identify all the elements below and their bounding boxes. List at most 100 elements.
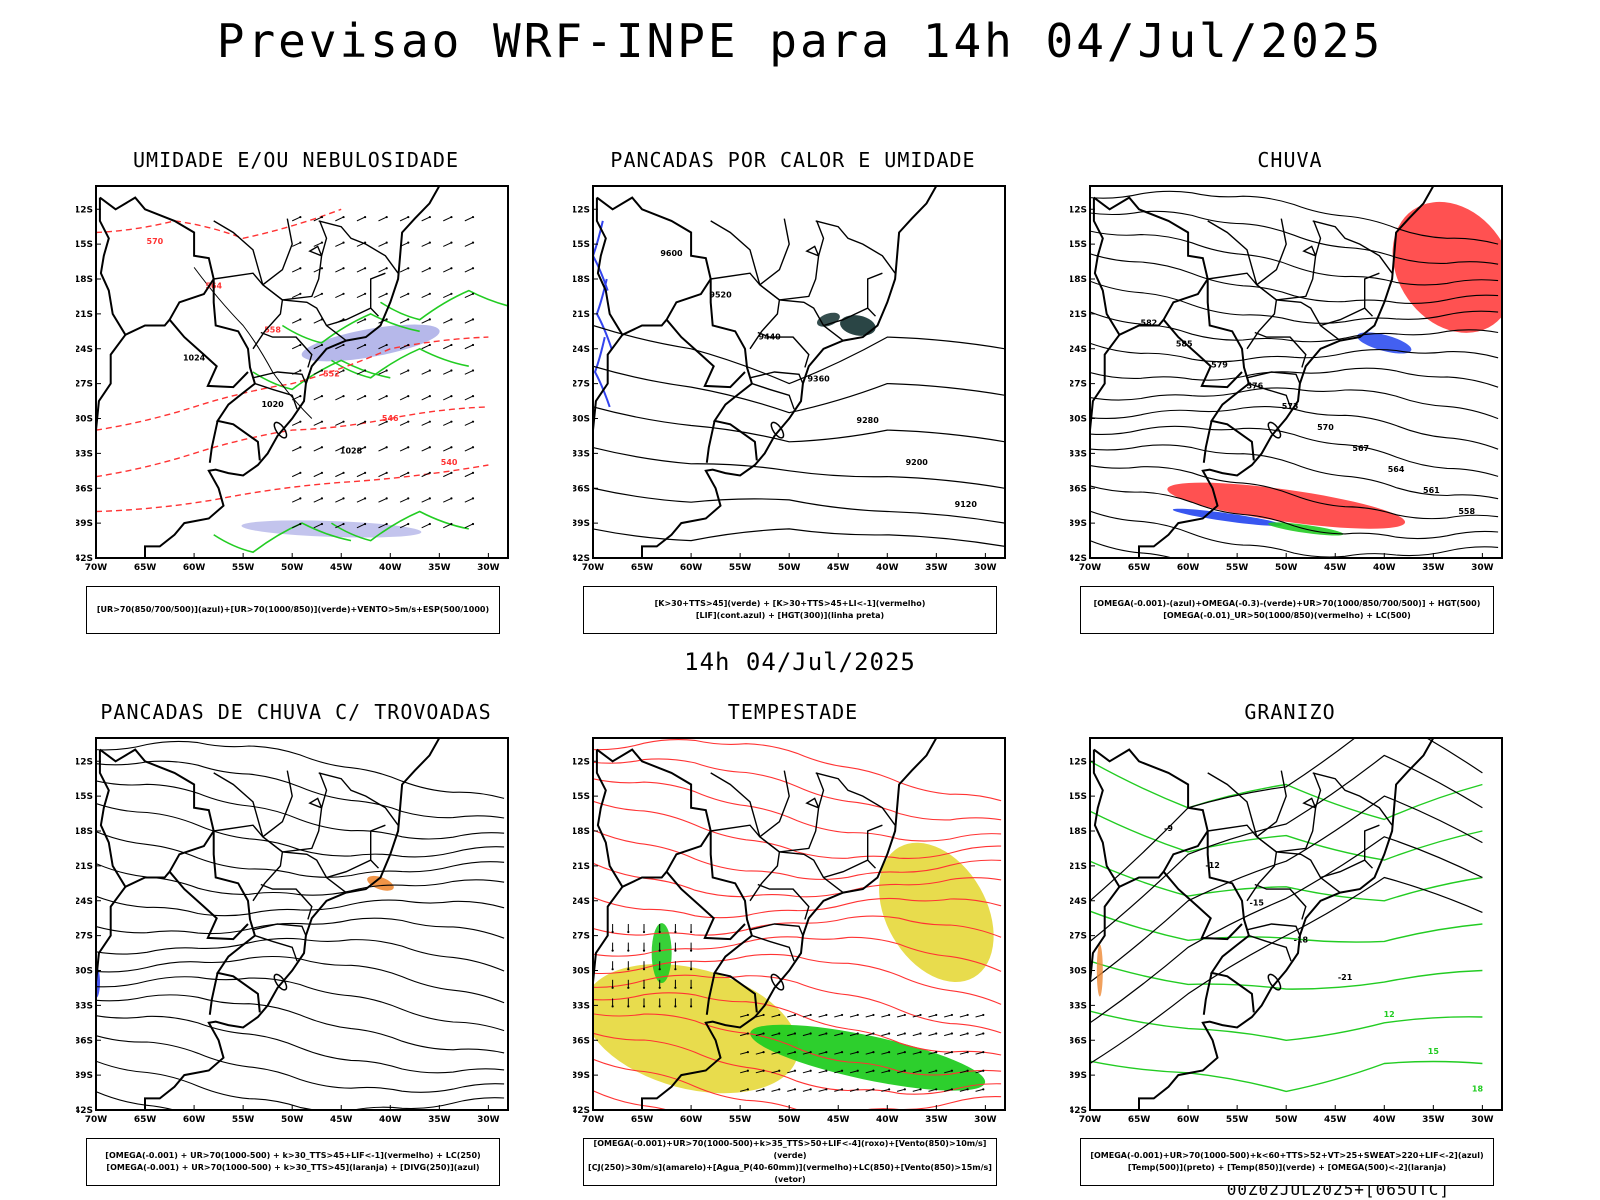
wind-vector	[313, 267, 323, 273]
streamline	[96, 976, 505, 1032]
wind-vector-head	[762, 1032, 765, 1035]
contour-label: 1024	[183, 353, 206, 362]
wind-vector-head	[299, 471, 302, 474]
streamline	[1090, 406, 1499, 450]
streamline	[1090, 367, 1499, 388]
geo-borders	[593, 186, 938, 558]
height-contour	[593, 365, 1005, 414]
lat-tick-label: 12S	[76, 205, 93, 215]
wind-vector-head	[450, 394, 453, 398]
wind-vector-head	[320, 369, 324, 372]
wind-vector-head	[342, 292, 345, 295]
wind-vector	[335, 472, 344, 478]
wind-vector	[378, 216, 387, 222]
wind-vector	[928, 1088, 937, 1092]
wind-vector-head	[888, 1013, 891, 1017]
wind-vector-head	[428, 394, 431, 398]
wind-vector-head	[363, 522, 367, 526]
wind-vector	[356, 370, 366, 375]
wind-vector-head	[299, 215, 302, 219]
country-border	[595, 197, 712, 337]
wind-vector	[771, 1070, 780, 1074]
country-border	[168, 871, 249, 941]
wind-vector-head	[872, 1013, 875, 1017]
wind-vector	[421, 395, 431, 401]
wind-vector	[464, 318, 474, 324]
wind-vector-head	[903, 1088, 906, 1091]
panel-tempestade: TEMPESTADE 12S 15S 18S 21S 24S 27S 30S 33S 36S 39…	[573, 700, 1013, 1186]
country-border	[208, 972, 219, 1015]
wind-vector	[399, 472, 409, 478]
wind-vector-head	[385, 522, 388, 526]
humidity-blue-area	[301, 324, 440, 362]
wind-vector	[787, 1051, 796, 1055]
wind-vector-head	[299, 292, 302, 295]
wind-vector	[944, 1051, 953, 1055]
wind-vector-head	[642, 930, 646, 934]
wind-vector-head	[674, 986, 677, 989]
state-border	[1207, 220, 1258, 285]
lon-tick-label: 30W	[974, 563, 997, 573]
state-border	[867, 824, 883, 861]
wind-vector	[944, 1033, 953, 1037]
wind-vector	[291, 497, 301, 503]
wind-vector-head	[299, 497, 302, 500]
wind-vector	[881, 1014, 890, 1018]
lon-tick-label: 55W	[729, 563, 752, 573]
wind-vector	[959, 1088, 968, 1092]
state-border	[1364, 272, 1380, 309]
wind-vector	[464, 216, 474, 222]
lat-tick-label: 39S	[1070, 1071, 1087, 1081]
streamline	[593, 1090, 670, 1110]
wind-vector	[896, 1070, 905, 1074]
state-border	[749, 923, 804, 936]
streamline	[1090, 510, 1499, 558]
wind-vector	[865, 1014, 874, 1018]
legend-line: [OMEGA(-0.001) + UR>70(1000-500) + k>30_…	[105, 1151, 481, 1160]
wind-vector-head	[674, 1005, 677, 1008]
lon-tick-label: 35W	[925, 563, 948, 573]
wind-vector	[443, 395, 452, 401]
wind-vector-head	[342, 471, 345, 474]
lat-tick-label: 36S	[76, 1036, 93, 1046]
state-border	[751, 934, 795, 962]
lat-tick-label: 30S	[1070, 415, 1087, 425]
wind-vector-head	[856, 1069, 859, 1072]
lat-tick-label: 15S	[76, 792, 93, 802]
wind-vector-head	[840, 1051, 844, 1054]
state-border	[254, 934, 298, 962]
wind-vector	[464, 446, 474, 452]
lon-tick-label: 55W	[1226, 1115, 1249, 1125]
height-label: 9200	[906, 458, 929, 467]
streamline	[1090, 230, 1499, 286]
map-border	[95, 737, 509, 1111]
wind-vector	[291, 318, 301, 324]
wind-vector	[802, 1070, 811, 1074]
wind-vector	[834, 1070, 843, 1074]
thickness-contour	[96, 336, 489, 431]
wind-vector-head	[299, 446, 302, 449]
streamline	[96, 917, 505, 939]
height-label: 9360	[807, 374, 830, 383]
wind-vector-head	[385, 241, 388, 244]
wind-vector	[787, 1014, 796, 1018]
wind-vector-head	[825, 1051, 828, 1054]
height-label: 9120	[955, 500, 978, 509]
streamline	[96, 1091, 177, 1110]
wind-vector	[313, 497, 323, 503]
wind-vector	[881, 1088, 890, 1092]
state-border	[326, 307, 380, 327]
wind-vector-head	[982, 1088, 985, 1091]
state-border	[1320, 859, 1374, 879]
state-border	[260, 883, 313, 920]
lat-tick-label: 42S	[573, 554, 590, 564]
temperature-label: 18	[1472, 1084, 1484, 1093]
lon-tick-label: 45W	[330, 563, 353, 573]
lif-blue-contour	[593, 336, 611, 408]
lat-tick-label: 24S	[76, 897, 93, 907]
lat-tick-label: 42S	[76, 554, 93, 564]
country-border	[593, 886, 624, 1032]
wind-vector	[787, 1033, 796, 1037]
state-border	[823, 307, 877, 327]
wind-vector	[378, 472, 387, 478]
